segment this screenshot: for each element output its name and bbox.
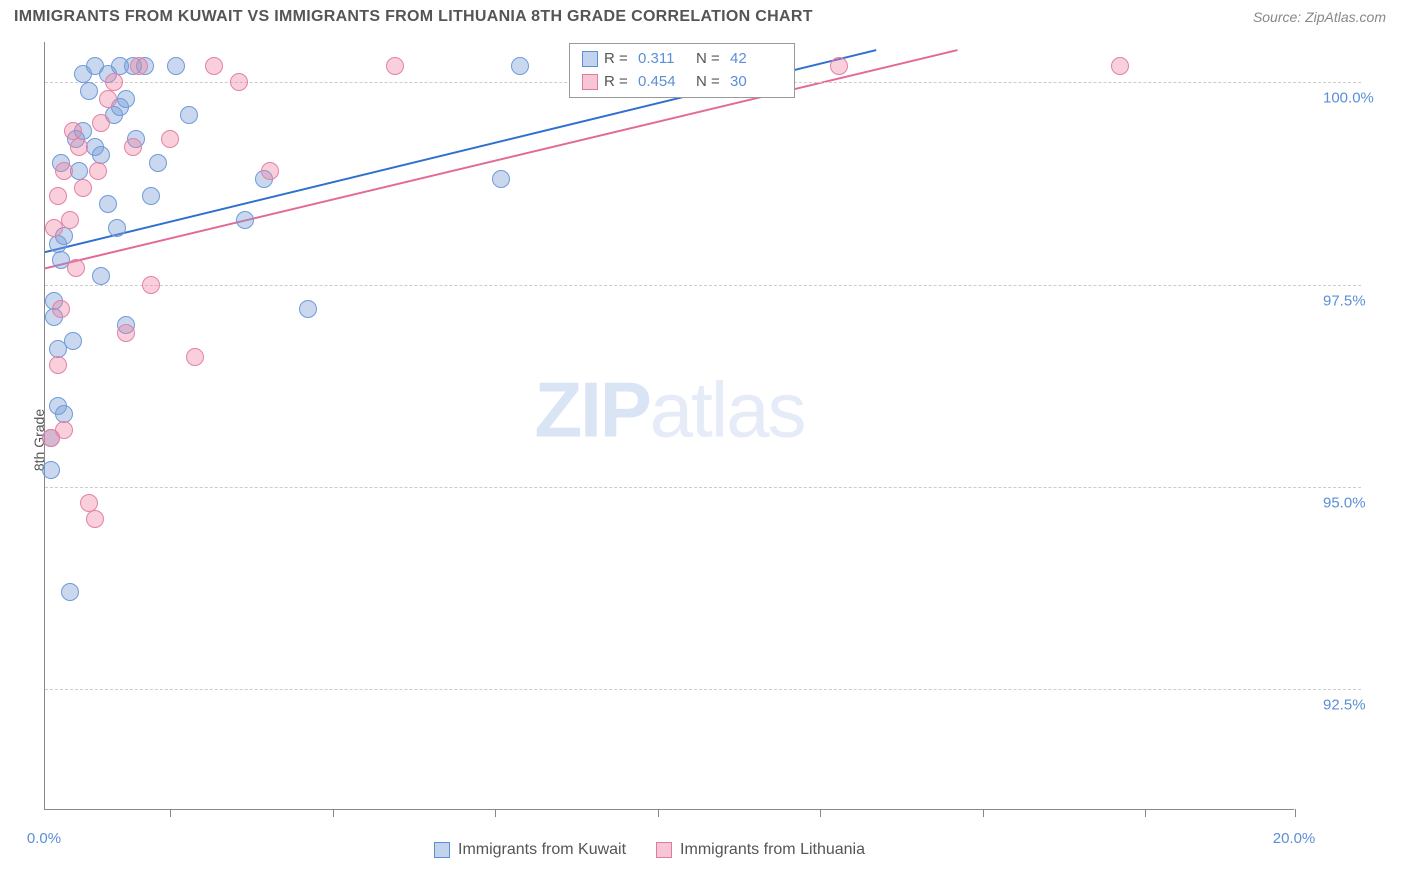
x-tick bbox=[658, 809, 659, 817]
gridline bbox=[45, 285, 1361, 286]
data-point bbox=[92, 146, 110, 164]
gridline bbox=[45, 487, 1361, 488]
data-point bbox=[99, 90, 117, 108]
data-point bbox=[105, 73, 123, 91]
chart-container: 8th Grade ZIPatlas 92.5%95.0%97.5%100.0%… bbox=[0, 30, 1406, 850]
y-tick-label: 100.0% bbox=[1323, 90, 1374, 107]
y-tick-label: 92.5% bbox=[1323, 696, 1366, 713]
watermark-suffix: atlas bbox=[650, 366, 805, 454]
series-legend-label: Immigrants from Lithuania bbox=[680, 841, 865, 859]
n-value: 30 bbox=[730, 71, 782, 94]
data-point bbox=[86, 510, 104, 528]
data-point bbox=[117, 90, 135, 108]
data-point bbox=[89, 162, 107, 180]
data-point bbox=[42, 461, 60, 479]
legend-swatch bbox=[434, 842, 450, 858]
x-tick bbox=[983, 809, 984, 817]
n-value: 42 bbox=[730, 48, 782, 71]
data-point bbox=[261, 162, 279, 180]
data-point bbox=[49, 356, 67, 374]
correlation-legend: R = 0.311 N = 42 R = 0.454 N = 30 bbox=[569, 43, 795, 98]
data-point bbox=[117, 324, 135, 342]
series-legend-label: Immigrants from Kuwait bbox=[458, 841, 626, 859]
data-point bbox=[92, 267, 110, 285]
series-legend-item: Immigrants from Lithuania bbox=[656, 841, 865, 859]
data-point bbox=[108, 219, 126, 237]
data-point bbox=[492, 170, 510, 188]
x-tick bbox=[1145, 809, 1146, 817]
data-point bbox=[167, 57, 185, 75]
r-label: R = bbox=[604, 48, 632, 71]
x-tick bbox=[333, 809, 334, 817]
series-legend-item: Immigrants from Kuwait bbox=[434, 841, 626, 859]
n-label: N = bbox=[696, 71, 724, 94]
watermark-prefix: ZIP bbox=[534, 366, 649, 454]
data-point bbox=[99, 195, 117, 213]
data-point bbox=[161, 130, 179, 148]
data-point bbox=[205, 57, 223, 75]
data-point bbox=[386, 57, 404, 75]
n-label: N = bbox=[696, 48, 724, 71]
x-tick-label-left: 0.0% bbox=[27, 830, 61, 847]
chart-title: IMMIGRANTS FROM KUWAIT VS IMMIGRANTS FRO… bbox=[14, 8, 813, 26]
gridline bbox=[45, 689, 1361, 690]
data-point bbox=[55, 421, 73, 439]
data-point bbox=[299, 300, 317, 318]
data-point bbox=[142, 187, 160, 205]
data-point bbox=[1111, 57, 1129, 75]
watermark: ZIPatlas bbox=[534, 365, 804, 456]
x-tick-label-right: 20.0% bbox=[1273, 830, 1316, 847]
data-point bbox=[130, 57, 148, 75]
y-tick-label: 95.0% bbox=[1323, 494, 1366, 511]
plot-area: ZIPatlas 92.5%95.0%97.5%100.0% bbox=[44, 42, 1294, 810]
data-point bbox=[186, 348, 204, 366]
data-point bbox=[64, 332, 82, 350]
data-point bbox=[70, 162, 88, 180]
series-legend: Immigrants from Kuwait Immigrants from Li… bbox=[434, 841, 865, 859]
data-point bbox=[180, 106, 198, 124]
data-point bbox=[70, 138, 88, 156]
x-tick bbox=[495, 809, 496, 817]
data-point bbox=[511, 57, 529, 75]
data-point bbox=[236, 211, 254, 229]
data-point bbox=[124, 138, 142, 156]
data-point bbox=[80, 82, 98, 100]
data-point bbox=[92, 114, 110, 132]
trend-lines bbox=[45, 42, 1295, 810]
data-point bbox=[230, 73, 248, 91]
data-point bbox=[149, 154, 167, 172]
y-tick-label: 97.5% bbox=[1323, 292, 1366, 309]
x-tick bbox=[1295, 809, 1296, 817]
x-tick bbox=[820, 809, 821, 817]
data-point bbox=[67, 259, 85, 277]
source-attribution: Source: ZipAtlas.com bbox=[1253, 9, 1386, 25]
chart-header: IMMIGRANTS FROM KUWAIT VS IMMIGRANTS FRO… bbox=[0, 0, 1406, 30]
r-value: 0.454 bbox=[638, 71, 690, 94]
x-tick bbox=[170, 809, 171, 817]
data-point bbox=[830, 57, 848, 75]
legend-swatch bbox=[582, 51, 598, 67]
data-point bbox=[74, 179, 92, 197]
legend-swatch bbox=[656, 842, 672, 858]
correlation-legend-row: R = 0.454 N = 30 bbox=[582, 71, 782, 94]
data-point bbox=[52, 300, 70, 318]
correlation-legend-row: R = 0.311 N = 42 bbox=[582, 48, 782, 71]
r-label: R = bbox=[604, 71, 632, 94]
r-value: 0.311 bbox=[638, 48, 690, 71]
data-point bbox=[61, 583, 79, 601]
legend-swatch bbox=[582, 74, 598, 90]
data-point bbox=[49, 187, 67, 205]
data-point bbox=[142, 276, 160, 294]
data-point bbox=[55, 162, 73, 180]
data-point bbox=[61, 211, 79, 229]
